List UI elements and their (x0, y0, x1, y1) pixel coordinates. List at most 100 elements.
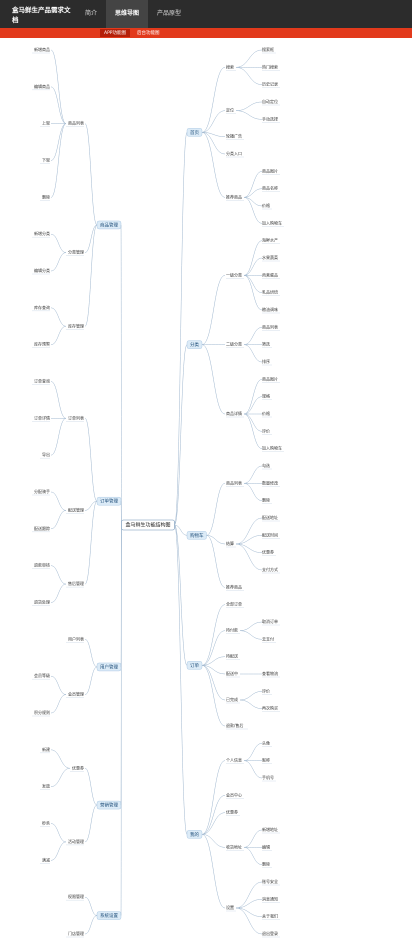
node-label: 待付款 (226, 627, 238, 633)
node-label: 新建 (42, 746, 50, 752)
node-label: 库存查询 (34, 304, 50, 310)
node-label: 待配送 (226, 653, 238, 659)
branch-label: 订单 (190, 662, 199, 669)
node-label: 数量修改 (262, 479, 278, 485)
node-label: 一级分类 (226, 271, 242, 277)
connector (201, 132, 226, 137)
connector (206, 483, 226, 536)
node-label: 自动定位 (262, 98, 278, 104)
node-label: 删除 (42, 193, 50, 199)
node-label: 筛选 (262, 341, 270, 347)
connector (243, 829, 263, 848)
connector (120, 500, 122, 526)
node-label: 编辑 (262, 843, 270, 849)
node-label: 会员等级 (34, 672, 50, 678)
connector (239, 691, 263, 701)
subtab[interactable]: APP功能图 (100, 29, 131, 37)
connector (235, 543, 263, 571)
branch-label: 首页 (190, 129, 199, 136)
connector (50, 381, 67, 419)
node-label: 分配骑手 (34, 488, 50, 494)
node-label: 配送跟踪 (34, 525, 50, 531)
node-label: 售后管理 (68, 580, 84, 586)
tab[interactable]: 思维导图 (106, 0, 149, 28)
branch-label: 购物车 (190, 532, 204, 539)
node-label: 加入购物车 (262, 445, 282, 451)
node-label: 昵称 (262, 757, 270, 763)
branch-label: 用户管理 (100, 663, 118, 670)
node-label: 手动选择 (262, 115, 278, 121)
connector (243, 327, 263, 345)
connector (50, 491, 67, 511)
connector (201, 760, 226, 835)
node-label: 商品名称 (262, 185, 278, 191)
connector (243, 413, 263, 449)
node-label: 商品列表 (68, 120, 84, 126)
connector (201, 67, 226, 133)
node-label: 支付方式 (262, 566, 278, 572)
node-label: 搜索 (226, 63, 234, 69)
node-label: 新增地址 (262, 826, 278, 832)
connector (50, 768, 71, 787)
connector (174, 524, 188, 835)
connector (84, 224, 98, 327)
node-label: 库存管理 (68, 322, 84, 328)
node-label: 商品列表 (226, 479, 242, 485)
connector (50, 326, 67, 345)
node-label: 库存预警 (34, 341, 50, 347)
connector (50, 749, 71, 769)
connector (243, 760, 263, 779)
connector (174, 344, 188, 526)
connector (235, 67, 263, 85)
node-label: 查看物流 (262, 670, 278, 676)
connector (201, 132, 226, 155)
connector (201, 656, 226, 666)
node-label: 优惠券 (262, 549, 274, 555)
node-label: 商品图片 (262, 167, 278, 173)
connector (50, 233, 67, 253)
node-label: 新增分类 (34, 230, 50, 236)
branch-label: 分类 (190, 341, 199, 348)
connector (84, 224, 98, 253)
node-label: 配送地址 (262, 514, 278, 520)
subtab[interactable]: 后台功能图 (137, 31, 160, 36)
node-label: 配送中 (226, 670, 238, 676)
node-label: 关于我们 (262, 913, 278, 919)
node-label: 勾选 (262, 462, 270, 468)
connector (243, 379, 263, 415)
node-label: 订单查询 (34, 378, 50, 384)
node-label: 用户列表 (68, 635, 84, 641)
connector (201, 275, 226, 345)
sub-bar: APP功能图 后台功能图 (0, 28, 412, 38)
connector (243, 275, 263, 293)
node-label: 删除 (262, 497, 270, 503)
node-label: 新增商品 (34, 46, 50, 52)
connector (201, 834, 226, 848)
connector (243, 197, 263, 207)
node-label: 门店管理 (68, 930, 84, 936)
connector (50, 694, 67, 714)
connector (243, 743, 263, 761)
node-label: 积分规则 (34, 709, 50, 715)
node-label: 已完成 (226, 696, 238, 702)
connector (243, 197, 263, 224)
connector (50, 510, 67, 530)
node-label: 商品图片 (262, 375, 278, 381)
tab[interactable]: 产品原型 (157, 10, 182, 17)
node-label: 全部订单 (226, 601, 242, 607)
node-label: 配送管理 (68, 506, 84, 512)
connector (50, 418, 67, 456)
branch-label: 订单管理 (100, 498, 118, 505)
connector (50, 252, 67, 272)
tab[interactable]: 简介 (85, 10, 98, 17)
node-label: 热门搜索 (262, 63, 278, 69)
connector (243, 396, 263, 415)
node-label: 会员中心 (226, 791, 242, 797)
connector (50, 49, 67, 124)
connector (235, 543, 263, 553)
connector (239, 621, 263, 631)
connector (120, 224, 122, 526)
connector (235, 49, 263, 68)
connector (235, 101, 263, 111)
node-label: 二级分类 (226, 341, 242, 347)
